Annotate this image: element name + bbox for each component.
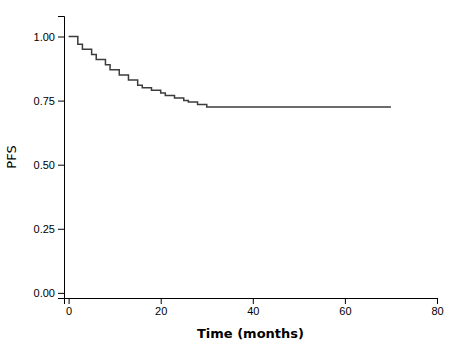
y-tick: 0.75 [34, 95, 64, 107]
x-tick: 80 [431, 298, 443, 317]
x-tick-label: 60 [339, 305, 351, 317]
x-tick-label: 0 [66, 305, 72, 317]
x-tick-mark [437, 298, 438, 304]
y-axis-line [58, 17, 65, 299]
x-tick: 20 [155, 298, 167, 317]
step-line [69, 37, 391, 108]
y-tick: 1.00 [34, 31, 64, 43]
x-tick-mark [69, 298, 70, 304]
y-tick-mark [58, 293, 64, 294]
y-tick-label: 1.00 [34, 31, 55, 43]
x-tick-label: 80 [431, 305, 443, 317]
x-tick-mark [345, 298, 346, 304]
y-tick-mark [58, 165, 64, 166]
y-tick-label: 0.00 [34, 287, 55, 299]
y-tick: 0.00 [34, 287, 64, 299]
x-axis-title: Time (months) [197, 326, 304, 341]
y-tick-label: 0.50 [34, 159, 55, 171]
x-axis: 0 20 40 60 80 [65, 298, 444, 317]
x-tick-mark [161, 298, 162, 304]
y-axis-title: PFS [4, 145, 19, 168]
y-tick-mark [58, 229, 64, 230]
x-tick: 0 [66, 298, 72, 317]
chart: 0 20 40 60 80 0.00 0.25 0.50 0.75 1.00 Time (month… [0, 0, 459, 350]
y-tick-mark [58, 101, 64, 102]
y-tick: 0.50 [34, 159, 64, 171]
y-tick-mark [58, 37, 64, 38]
data-layer [69, 37, 391, 108]
x-tick-label: 20 [155, 305, 167, 317]
y-tick-label: 0.75 [34, 95, 55, 107]
x-tick: 60 [339, 298, 351, 317]
y-tick: 0.25 [34, 223, 64, 235]
x-tick: 40 [247, 298, 259, 317]
y-axis: 0.00 0.25 0.50 0.75 1.00 [34, 17, 65, 299]
x-axis-line [65, 299, 438, 305]
x-tick-mark [253, 298, 254, 304]
y-tick-label: 0.25 [34, 223, 55, 235]
x-tick-label: 40 [247, 305, 259, 317]
plot-area: 0 20 40 60 80 0.00 0.25 0.50 0.75 1.00 Time (month… [4, 17, 444, 342]
